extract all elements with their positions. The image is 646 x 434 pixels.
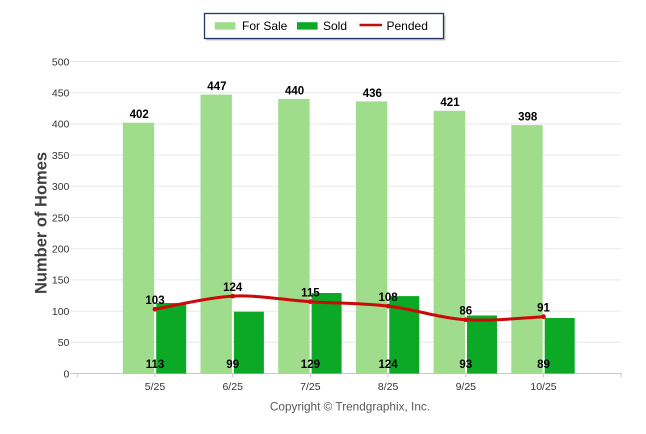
svg-text:108: 108 (379, 292, 399, 304)
svg-text:Copyright © Trendgraphix, Inc.: Copyright © Trendgraphix, Inc. (270, 400, 430, 414)
svg-text:350: 350 (52, 150, 70, 162)
svg-text:421: 421 (440, 97, 460, 109)
svg-text:402: 402 (130, 109, 149, 121)
svg-text:440: 440 (285, 85, 304, 97)
svg-text:93: 93 (459, 359, 472, 371)
svg-text:450: 450 (52, 88, 70, 100)
svg-text:115: 115 (301, 288, 320, 300)
svg-text:400: 400 (52, 119, 70, 131)
svg-text:0: 0 (64, 368, 70, 380)
svg-text:436: 436 (363, 88, 382, 100)
svg-text:99: 99 (226, 359, 239, 371)
svg-text:7/25: 7/25 (300, 381, 321, 393)
svg-text:113: 113 (146, 359, 165, 371)
svg-text:103: 103 (145, 295, 164, 307)
svg-text:Number of Homes: Number of Homes (33, 152, 51, 294)
svg-text:250: 250 (52, 212, 70, 224)
svg-text:10/25: 10/25 (530, 381, 556, 393)
svg-text:6/25: 6/25 (222, 381, 243, 393)
svg-text:For Sale: For Sale (242, 19, 288, 33)
svg-text:9/25: 9/25 (456, 381, 477, 393)
svg-text:86: 86 (459, 306, 472, 318)
svg-text:100: 100 (52, 306, 70, 318)
svg-text:91: 91 (537, 303, 550, 315)
svg-text:200: 200 (52, 244, 70, 256)
svg-text:124: 124 (223, 282, 243, 294)
svg-text:Pended: Pended (387, 19, 428, 33)
svg-text:Sold: Sold (323, 19, 347, 33)
svg-text:300: 300 (52, 181, 70, 193)
svg-text:124: 124 (379, 359, 399, 371)
svg-text:5/25: 5/25 (145, 381, 166, 393)
svg-text:129: 129 (301, 359, 320, 371)
svg-text:398: 398 (518, 112, 538, 124)
svg-text:447: 447 (207, 81, 226, 93)
svg-text:150: 150 (52, 275, 70, 287)
svg-text:50: 50 (58, 337, 70, 349)
svg-text:89: 89 (537, 359, 550, 371)
svg-text:8/25: 8/25 (378, 381, 399, 393)
svg-text:500: 500 (52, 56, 70, 68)
